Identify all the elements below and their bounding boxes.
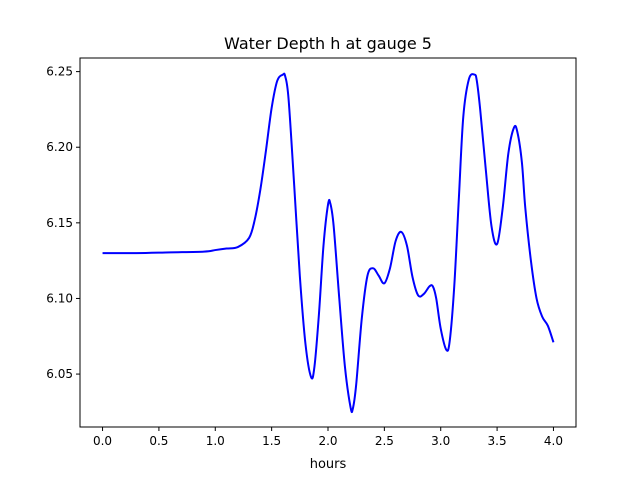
x-tick-label: 2.5 bbox=[375, 434, 394, 448]
series-layer bbox=[102, 72, 555, 414]
y-tick-label: 6.15 bbox=[46, 216, 73, 230]
y-tick-label: 6.25 bbox=[46, 65, 73, 79]
x-tick-label: 3.5 bbox=[488, 434, 507, 448]
axes-layer: 0.0 0.5 1.0 1.5 2.0 2.5 3.0 3.5 4.0 6.05 6.10 6.15 6… bbox=[46, 65, 563, 448]
x-tick-label: 4.0 bbox=[544, 434, 563, 448]
series-line bbox=[102, 72, 555, 414]
x-tick-label: 0.0 bbox=[93, 434, 112, 448]
x-tick-label: 3.0 bbox=[431, 434, 450, 448]
chart-title: Water Depth h at gauge 5 bbox=[224, 34, 432, 53]
y-tick-label: 6.05 bbox=[46, 367, 73, 381]
x-tick-label: 1.5 bbox=[262, 434, 281, 448]
x-tick-label: 2.0 bbox=[318, 434, 337, 448]
x-tick-label: 1.0 bbox=[206, 434, 225, 448]
y-tick-label: 6.20 bbox=[46, 140, 73, 154]
y-tick-label: 6.10 bbox=[46, 291, 73, 305]
plot-frame bbox=[79, 57, 577, 428]
x-axis-label: hours bbox=[310, 457, 347, 472]
x-tick-label: 0.5 bbox=[149, 434, 168, 448]
